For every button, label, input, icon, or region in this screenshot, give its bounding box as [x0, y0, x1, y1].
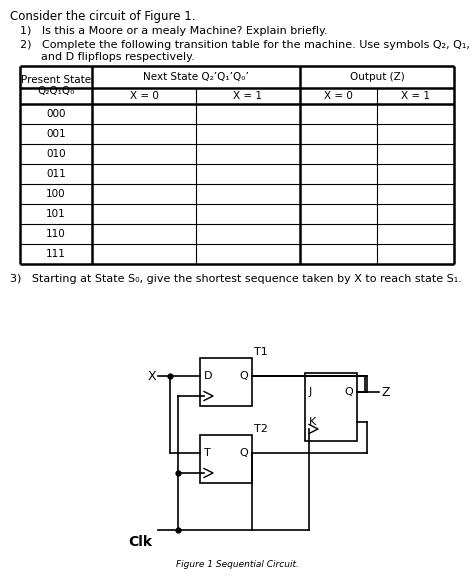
Text: D: D	[204, 371, 212, 381]
Text: K: K	[309, 417, 316, 427]
Text: Figure 1 Sequential Circuit.: Figure 1 Sequential Circuit.	[175, 560, 299, 569]
Text: 001: 001	[46, 129, 66, 139]
Text: 2)   Complete the following transition table for the machine. Use symbols Q₂, Q₁: 2) Complete the following transition tab…	[20, 40, 474, 50]
Text: X = 1: X = 1	[234, 91, 263, 101]
Text: J: J	[309, 387, 312, 397]
Text: X = 0: X = 0	[129, 91, 158, 101]
Text: Next State Q₂’Q₁’Q₀’: Next State Q₂’Q₁’Q₀’	[143, 72, 249, 82]
Text: Consider the circuit of Figure 1.: Consider the circuit of Figure 1.	[10, 10, 195, 23]
Text: X: X	[148, 370, 156, 383]
Text: Clk: Clk	[128, 535, 152, 549]
Text: T: T	[204, 448, 211, 458]
Text: 000: 000	[46, 109, 66, 119]
Text: Z: Z	[382, 386, 391, 398]
Bar	[200, 358, 252, 406]
Text: and D flipflops respectively.: and D flipflops respectively.	[20, 52, 195, 62]
Text: 010: 010	[46, 149, 66, 159]
Text: 1)   Is this a Moore or a mealy Machine? Explain briefly.: 1) Is this a Moore or a mealy Machine? E…	[20, 26, 328, 36]
Text: 3)   Starting at State S₀, give the shortest sequence taken by X to reach state : 3) Starting at State S₀, give the shorte…	[10, 274, 462, 284]
Text: 011: 011	[46, 169, 66, 179]
Text: X = 0: X = 0	[324, 91, 353, 101]
Text: 111: 111	[46, 249, 66, 259]
Text: Q: Q	[344, 387, 353, 397]
Text: 110: 110	[46, 229, 66, 239]
Text: X = 1: X = 1	[401, 91, 430, 101]
Text: T2: T2	[254, 424, 268, 434]
Text: Q₂Q₁Q₀: Q₂Q₁Q₀	[37, 86, 75, 96]
Bar	[305, 373, 357, 441]
Text: Output (Z): Output (Z)	[350, 72, 404, 82]
Text: Q: Q	[239, 448, 248, 458]
Text: 101: 101	[46, 209, 66, 219]
Text: T1: T1	[254, 347, 268, 357]
Text: 100: 100	[46, 189, 66, 199]
Text: Q: Q	[239, 371, 248, 381]
Bar	[200, 435, 252, 483]
Text: Present State: Present State	[21, 75, 91, 85]
